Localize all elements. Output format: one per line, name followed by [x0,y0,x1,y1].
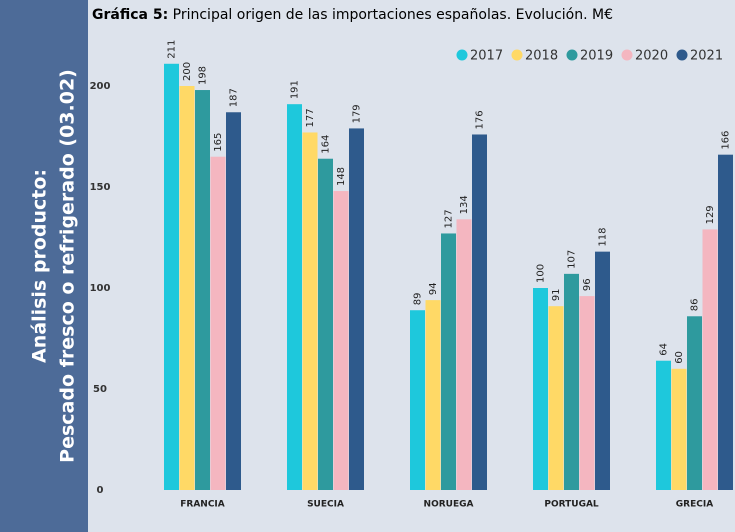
value-label: 179 [352,104,363,123]
bar [195,90,210,490]
y-tick-label: 100 [90,283,111,294]
y-tick-label: 50 [93,384,107,395]
legend-label: 2018 [525,49,558,64]
value-label: 191 [290,80,301,99]
y-tick-label: 0 [97,485,104,496]
value-label: 164 [321,135,332,154]
value-label: 118 [598,228,609,247]
sidebar-line: Pescado fresco o refrigerado (03.02) [57,69,79,463]
value-label: 176 [475,110,486,129]
legend-swatch [566,49,578,61]
bar [179,86,195,490]
y-tick-label: 150 [90,182,111,193]
bar [595,251,610,490]
sidebar [0,0,88,532]
value-label: 100 [536,264,547,283]
legend-label: 2017 [470,49,503,64]
legend-swatch [511,49,523,61]
value-label: 107 [567,250,578,269]
x-tick-label: NORUEGA [424,500,474,510]
legend-swatch [676,49,688,61]
bar [425,300,441,490]
value-label: 211 [167,40,178,59]
value-label: 94 [428,282,439,295]
legend-label: 2019 [580,49,613,64]
x-tick-label: PORTUGAL [544,500,599,510]
bar [548,306,564,490]
title-text: Principal origen de las importaciones es… [173,7,613,23]
x-tick-label: FRANCIA [180,500,225,510]
bar [718,154,733,490]
value-label: 166 [721,131,732,150]
bar [441,233,456,490]
bar [302,132,318,490]
y-tick-label: 200 [90,81,111,92]
value-label: 148 [336,167,347,186]
bar [656,360,671,490]
bar [164,63,179,490]
bar [210,156,226,490]
value-label: 86 [690,299,701,312]
bar [533,288,548,490]
value-label: 89 [413,292,424,305]
value-label: 64 [659,343,670,356]
bar [287,104,302,491]
title-label: Gráfica 5: [92,7,168,23]
bar [702,229,718,491]
bar [472,134,487,491]
value-label: 96 [582,278,593,291]
legend-swatch [456,49,468,61]
bar [456,219,472,490]
sidebar-line: Análisis producto: [29,169,51,363]
bar [579,296,595,490]
value-label: 200 [182,62,193,81]
bar [333,191,349,491]
bar [349,128,364,491]
value-label: 91 [551,288,562,301]
legend-label: 2021 [690,49,723,64]
bar [226,112,241,490]
legend-swatch [621,49,633,61]
value-label: 187 [229,88,240,107]
value-label: 177 [305,108,316,127]
bar [687,316,702,490]
bar [318,158,333,490]
legend-label: 2020 [635,49,668,64]
bar [671,368,687,490]
bar [564,273,579,490]
value-label: 165 [213,133,224,152]
value-label: 60 [674,351,685,364]
x-tick-label: SUECIA [307,500,344,510]
chart-title: Gráfica 5: Principal origen de las impor… [92,7,613,23]
value-label: 129 [705,205,716,224]
value-label: 198 [198,66,209,85]
bar [410,310,425,490]
x-tick-label: GRECIA [676,500,713,510]
value-label: 134 [459,195,470,214]
value-label: 127 [444,209,455,228]
